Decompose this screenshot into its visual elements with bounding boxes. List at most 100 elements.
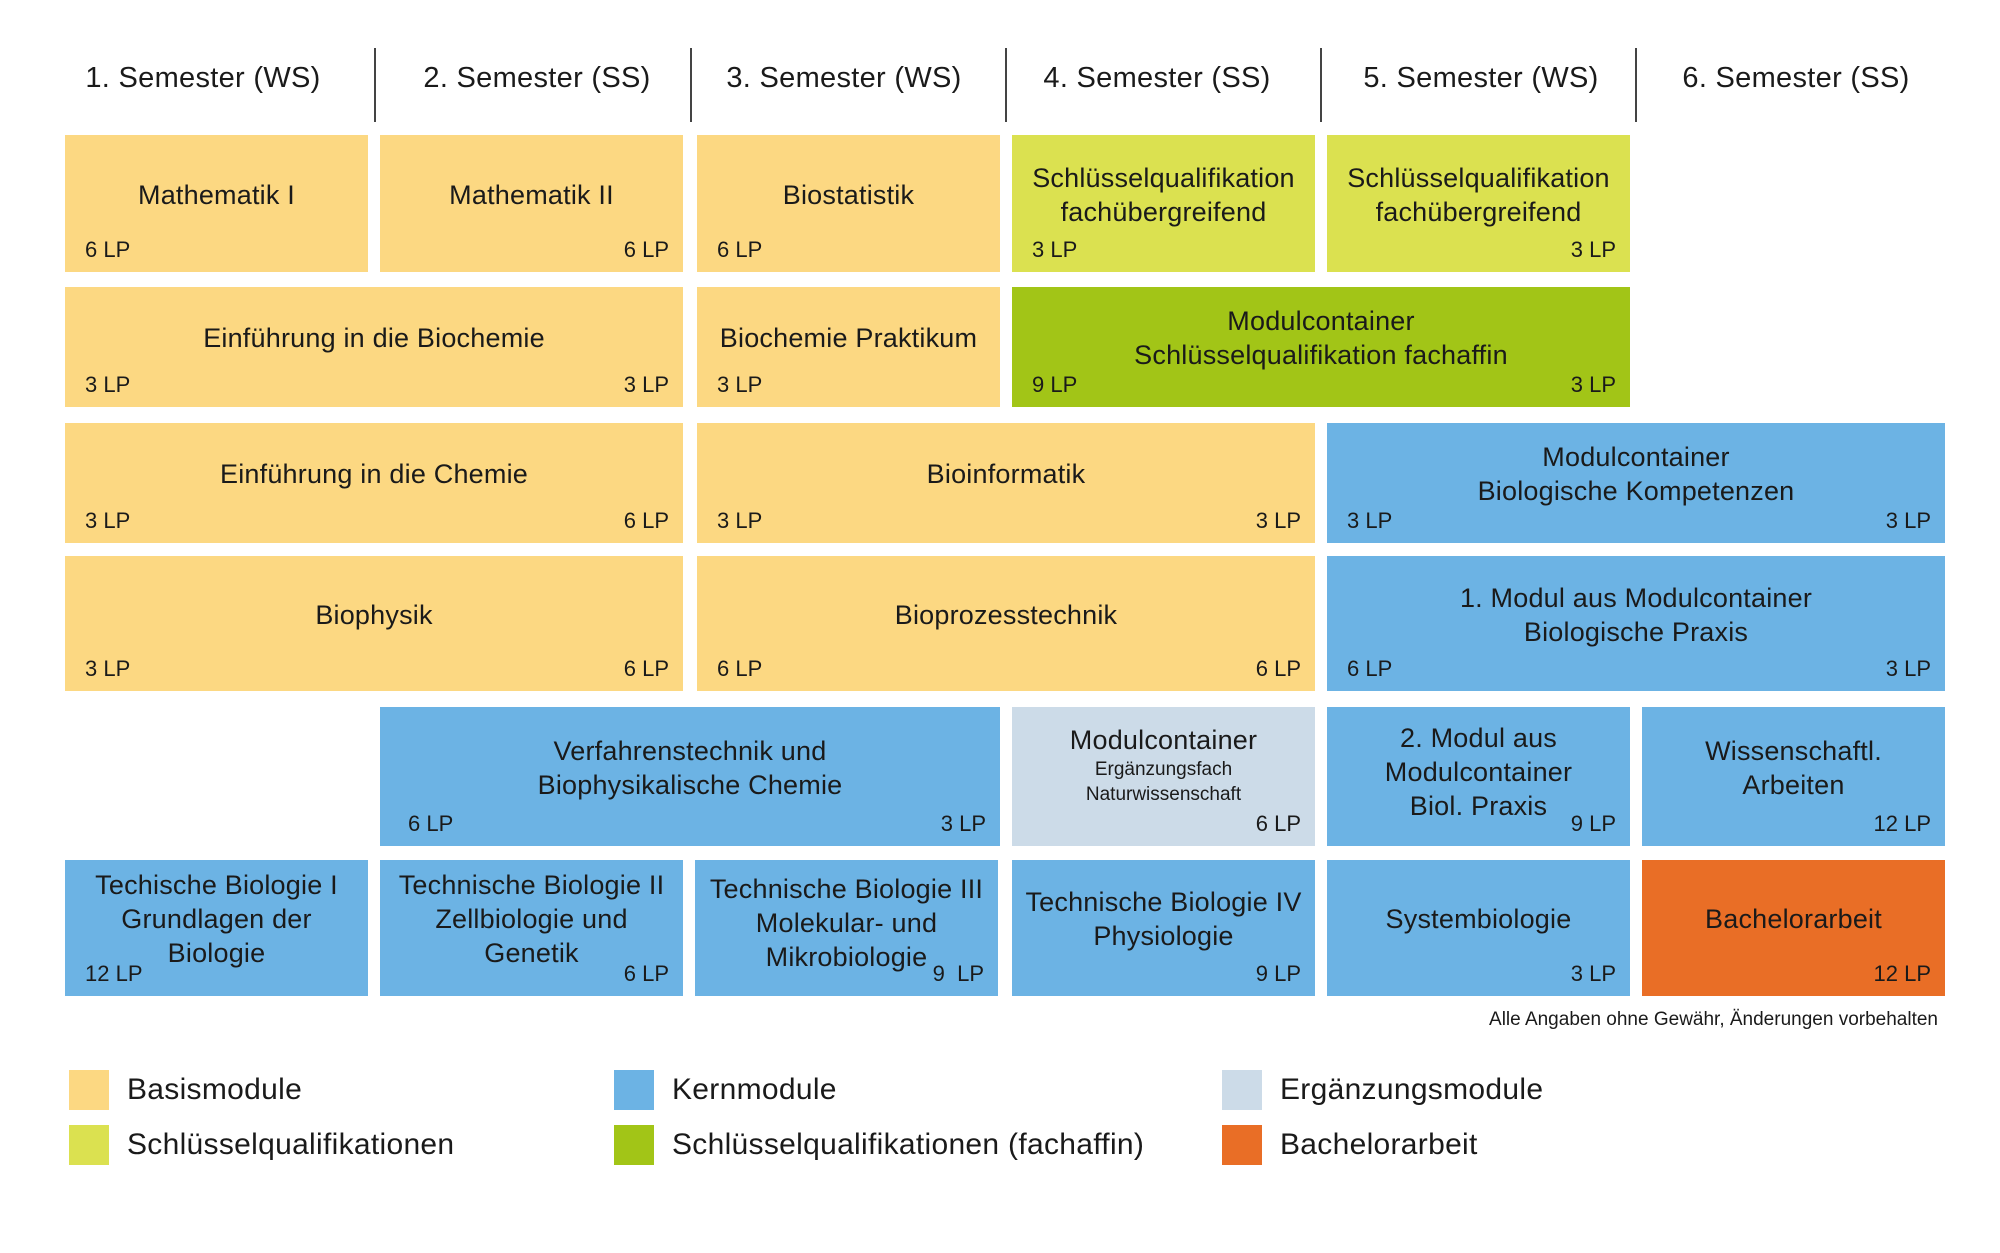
legend-schluesselqualifikationen-fachaffin: Schlüsselqualifikationen (fachaffin) [614, 1125, 1144, 1165]
module-lp-right: 6 LP [1255, 656, 1301, 681]
module-lp-left: 3 LP [85, 656, 131, 681]
module-title: Wissenschaftl. Arbeiten [1705, 735, 1882, 800]
module-lp-right: 6 LP [623, 508, 669, 533]
module-subtitle: Ergänzungsfach Naturwissenschaft [1085, 759, 1242, 805]
semester-divider [1635, 48, 1637, 122]
module-lp-right: 3 LP [1570, 372, 1616, 397]
module-lp-right: 3 LP [940, 811, 986, 836]
module-lp-left: 3 LP [717, 508, 763, 533]
module-title: Systembiologie [1385, 904, 1572, 934]
module-lp-right: 12 LP [1873, 961, 1932, 986]
module-title: Schlüsselqualifikation fachübergreifend [1032, 162, 1295, 227]
semester-header-1: 1. Semester (WS) [85, 61, 321, 94]
module-title: Verfahrenstechnik und Biophysikalische C… [537, 735, 843, 800]
module-lp-right: 3 LP [1885, 656, 1931, 681]
module-schluesselqualifikation-4: Schlüsselqualifikation fachübergreifend … [1012, 135, 1315, 272]
module-mathematik-1: Mathematik I 6 LP [65, 135, 368, 272]
module-title: Modulcontainer Biologische Kompetenzen [1477, 442, 1795, 506]
module-wissenschaftliches-arbeiten: Wissenschaftl. Arbeiten 12 LP [1642, 707, 1945, 846]
module-biochemie-praktikum: Biochemie Praktikum 3 LP [697, 287, 1000, 407]
module-lp-right: 6 LP [623, 237, 669, 262]
legend-bachelorarbeit: Bachelorarbeit [1222, 1125, 1478, 1165]
legend-schluesselqualifikationen: Schlüsselqualifikationen [69, 1125, 454, 1165]
module-title: Technische Biologie III Molekular- und M… [709, 874, 984, 972]
module-title: Bachelorarbeit [1705, 904, 1882, 934]
module-title: Bioinformatik [926, 459, 1086, 489]
module-lp-left: 12 LP [85, 961, 143, 986]
module-lp-right: 3 LP [1885, 508, 1931, 533]
legend-label: Schlüsselqualifikationen (fachaffin) [672, 1128, 1145, 1161]
module-title: Biostatistik [782, 179, 915, 210]
legend-swatch [614, 1125, 654, 1165]
legend-swatch [69, 1125, 109, 1165]
semester-divider [1005, 48, 1007, 122]
module-title: 1. Modul aus Modulcontainer Biologische … [1459, 582, 1813, 647]
module-title: Techische Biologie I Grundlagen der Biol… [95, 870, 338, 968]
module-lp-right: 6 LP [623, 656, 669, 681]
module-title: Technische Biologie II Zellbiologie und … [398, 870, 665, 968]
module-technische-biologie-3: Technische Biologie III Molekular- und M… [695, 860, 998, 996]
module-title: Mathematik II [449, 179, 614, 210]
module-title: 2. Modul aus Modulcontainer Biol. Praxis [1384, 722, 1573, 821]
legend-swatch [1222, 1070, 1262, 1110]
module-title: Biochemie Praktikum [719, 323, 978, 353]
module-2-modul-bio-praxis: 2. Modul aus Modulcontainer Biol. Praxis… [1327, 707, 1630, 846]
semester-header-6: 6. Semester (SS) [1682, 61, 1910, 94]
semester-divider [1320, 48, 1322, 122]
semester-header-3: 3. Semester (WS) [726, 61, 962, 94]
module-einfuehrung-biochemie: Einführung in die Biochemie 3 LP 3 LP [65, 287, 683, 407]
legend-swatch [69, 1070, 109, 1110]
module-lp-left: 3 LP [85, 508, 131, 533]
legend-label: Kernmodule [672, 1073, 837, 1106]
module-lp-right: 9 LP [1570, 811, 1616, 836]
semester-header-2: 2. Semester (SS) [423, 61, 651, 94]
module-lp-right: 3 LP [623, 372, 669, 397]
module-title: Mathematik I [138, 179, 295, 210]
module-bioprozesstechnik: Bioprozesstechnik 6 LP 6 LP [697, 556, 1315, 691]
module-lp-right: 3 LP [1255, 508, 1301, 533]
module-bioinformatik: Bioinformatik 3 LP 3 LP [697, 423, 1315, 543]
legend-label: Bachelorarbeit [1280, 1128, 1478, 1161]
legend-ergaenzungsmodule: Ergänzungsmodule [1222, 1070, 1543, 1110]
module-biostatistik: Biostatistik 6 LP [697, 135, 1000, 272]
module-lp-left: 3 LP [1032, 237, 1078, 262]
module-lp-left: 6 LP [408, 811, 454, 836]
module-mathematik-2: Mathematik II 6 LP [380, 135, 683, 272]
module-lp-right: 3 LP [1570, 237, 1616, 262]
module-lp-left: 3 LP [85, 372, 131, 397]
module-lp-left: 3 LP [1347, 508, 1393, 533]
module-modulcontainer-bio-kompetenzen: Modulcontainer Biologische Kompetenzen 3… [1327, 423, 1945, 543]
module-technische-biologie-4: Technische Biologie IV Physiologie 9 LP [1012, 860, 1315, 996]
module-title: Biophysik [315, 599, 433, 630]
module-schluesselqualifikation-5: Schlüsselqualifikation fachübergreifend … [1327, 135, 1630, 272]
module-title: Modulcontainer Schlüsselqualifikation fa… [1134, 306, 1508, 370]
module-title: Einführung in die Chemie [220, 459, 528, 489]
semester-header-4: 4. Semester (SS) [1043, 61, 1271, 94]
legend-label: Ergänzungsmodule [1280, 1073, 1544, 1106]
legend-kernmodule: Kernmodule [614, 1070, 837, 1110]
module-biophysik: Biophysik 3 LP 6 LP [65, 556, 683, 691]
module-lp-left: 6 LP [717, 656, 763, 681]
legend-label: Basismodule [127, 1073, 303, 1106]
legend-basismodule: Basismodule [69, 1070, 302, 1110]
module-bachelorarbeit: Bachelorarbeit 12 LP [1642, 860, 1945, 996]
module-title: Technische Biologie IV Physiologie [1025, 887, 1302, 951]
legend-label: Schlüsselqualifikationen [127, 1128, 455, 1161]
module-technische-biologie-2: Technische Biologie II Zellbiologie und … [380, 860, 683, 996]
module-lp-right: 9 LP [932, 961, 984, 986]
semester-divider [374, 48, 376, 122]
semester-divider [690, 48, 692, 122]
module-title: Schlüsselqualifikation fachübergreifend [1347, 162, 1610, 227]
module-verfahrenstechnik: Verfahrenstechnik und Biophysikalische C… [380, 707, 1000, 846]
module-title: Bioprozesstechnik [894, 599, 1118, 630]
module-lp-left: 3 LP [717, 372, 763, 397]
module-title: Modulcontainer [1069, 725, 1258, 755]
module-lp-left: 9 LP [1032, 372, 1078, 397]
disclaimer-note: Alle Angaben ohne Gewähr, Änderungen vor… [1489, 1009, 1938, 1030]
module-lp-left: 6 LP [85, 237, 131, 262]
module-1-modul-bio-praxis: 1. Modul aus Modulcontainer Biologische … [1327, 556, 1945, 691]
module-lp-right: 6 LP [1255, 811, 1301, 836]
module-lp-right: 6 LP [623, 961, 669, 986]
module-lp-right: 12 LP [1873, 811, 1932, 836]
module-technische-biologie-1: Techische Biologie I Grundlagen der Biol… [65, 860, 368, 996]
